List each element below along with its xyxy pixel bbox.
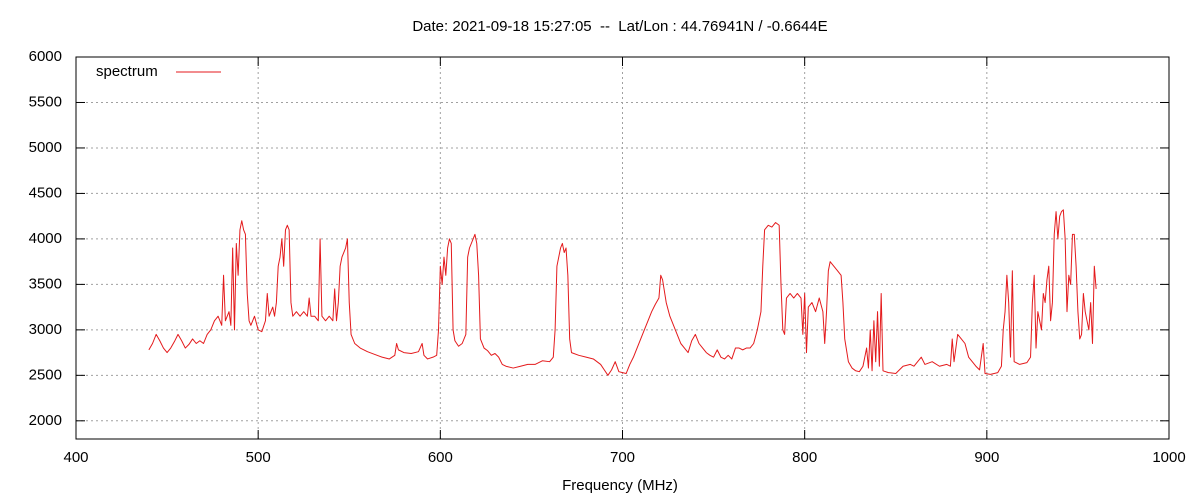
x-tick-label: 600 <box>428 449 453 466</box>
x-tick-label: 900 <box>974 449 999 466</box>
y-tick-label: 3500 <box>29 275 62 292</box>
x-axis-label: Frequency (MHz) <box>562 477 678 494</box>
y-tick-label: 2000 <box>29 412 62 429</box>
y-tick-label: 5000 <box>29 139 62 156</box>
plot-border <box>75 56 1170 440</box>
x-tick-label: 1000 <box>1152 449 1185 466</box>
y-tick-label: 4000 <box>29 230 62 247</box>
y-tick-label: 6000 <box>29 48 62 65</box>
y-tick-label: 2500 <box>29 366 62 383</box>
spectrum-line <box>148 209 1097 376</box>
y-tick-label: 3000 <box>29 321 62 338</box>
y-tick-label: 4500 <box>29 184 62 201</box>
chart-title: Date: 2021-09-18 15:27:05 -- Lat/Lon : 4… <box>412 18 827 35</box>
x-tick-label: 800 <box>792 449 817 466</box>
x-tick-label: 400 <box>63 449 88 466</box>
x-tick-label: 700 <box>610 449 635 466</box>
legend-label: spectrum <box>96 63 158 80</box>
y-tick-label: 5500 <box>29 93 62 110</box>
x-tick-label: 500 <box>246 449 271 466</box>
